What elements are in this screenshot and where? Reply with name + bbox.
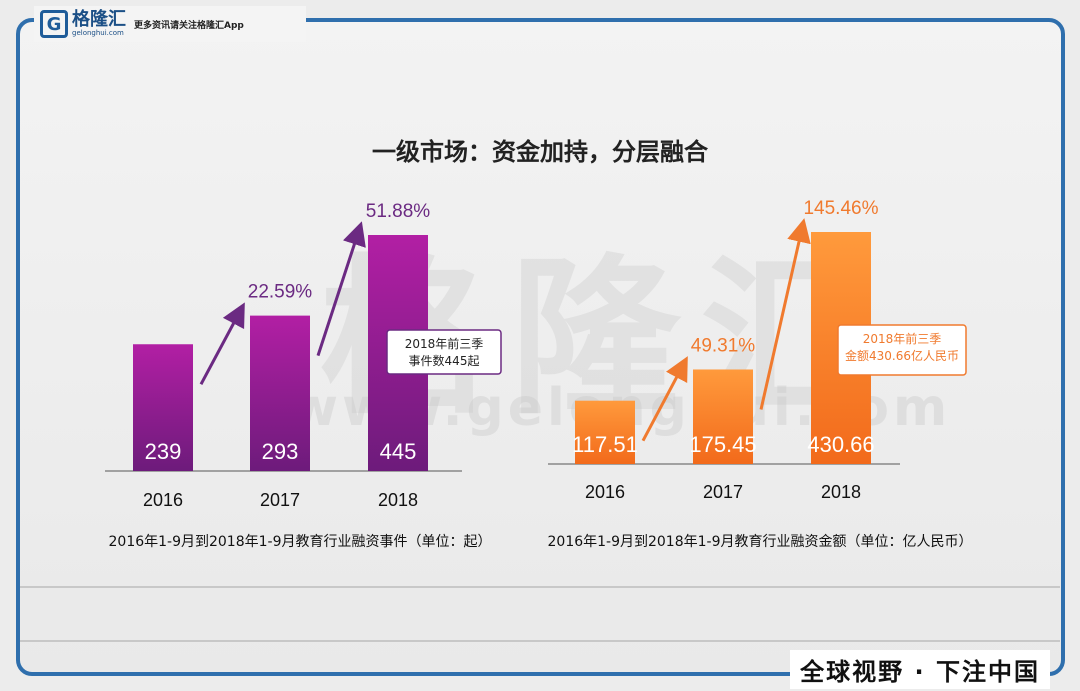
chart-1-growth-arrow <box>759 218 811 410</box>
chart-1-growth-label: 49.31% <box>691 335 756 356</box>
chart-1-caption: 2016年1-9月到2018年1-9月教育行业融资金额（单位：亿人民币） <box>548 534 973 550</box>
chart-0-value-label: 445 <box>380 439 417 464</box>
chart-1-value-label: 175.45 <box>689 432 756 457</box>
chart-0-value-label: 293 <box>262 439 299 464</box>
chart-0-category-label: 2016 <box>143 490 183 510</box>
chart-0-annotation-line: 事件数445起 <box>409 353 480 368</box>
chart-1-annotation-box <box>837 324 967 376</box>
chart-1-growth-label: 145.46% <box>803 198 878 219</box>
chart-0-category-label: 2017 <box>260 490 300 510</box>
chart-1-value-label: 430.66 <box>807 432 874 457</box>
chart-0-bar-2016 <box>133 344 193 471</box>
page-title: 一级市场：资金加持，分层融合 <box>372 138 708 166</box>
chart-0-growth-arrow <box>199 302 245 385</box>
chart-0-growth-arrow <box>316 221 366 357</box>
divider <box>20 640 1060 642</box>
chart-0-caption: 2016年1-9月到2018年1-9月教育行业融资事件（单位：起） <box>109 534 492 550</box>
chart-1-annotation-line: 2018年前三季 <box>863 331 942 346</box>
chart-0-category-label: 2018 <box>378 490 418 510</box>
chart-1-category-label: 2016 <box>585 482 625 502</box>
chart-1-category-label: 2018 <box>821 482 861 502</box>
chart-0-annotation-box <box>386 329 502 375</box>
chart-1-bar-2016 <box>575 400 635 464</box>
divider <box>20 586 1060 588</box>
chart-0-annotation-line: 2018年前三季 <box>405 336 484 351</box>
chart-1-growth-arrow <box>641 356 688 442</box>
chart-1-annotation-line: 金额430.66亿人民币 <box>845 348 959 363</box>
chart-0-bar-2017 <box>250 315 310 471</box>
brand-name-en: gelonghui.com <box>72 28 124 37</box>
brand-tagline: 更多资讯请关注格隆汇App <box>134 20 244 31</box>
chart-0-growth-label: 22.59% <box>248 282 313 303</box>
footer-slogan: 全球视野 · 下注中国 <box>790 650 1050 689</box>
brand-header: G 格隆汇 gelonghui.com 更多资讯请关注格隆汇App <box>34 6 306 42</box>
brand-logo-icon: G <box>40 10 68 38</box>
chart-0-growth-label: 51.88% <box>366 201 431 222</box>
chart-1-category-label: 2017 <box>703 482 743 502</box>
chart-1-bar-2017 <box>693 369 753 464</box>
chart-0-value-label: 239 <box>145 439 182 464</box>
chart-1-value-label: 117.51 <box>572 432 638 457</box>
brand-name: 格隆汇 gelonghui.com <box>72 8 126 38</box>
brand-name-cn: 格隆汇 <box>72 8 126 30</box>
